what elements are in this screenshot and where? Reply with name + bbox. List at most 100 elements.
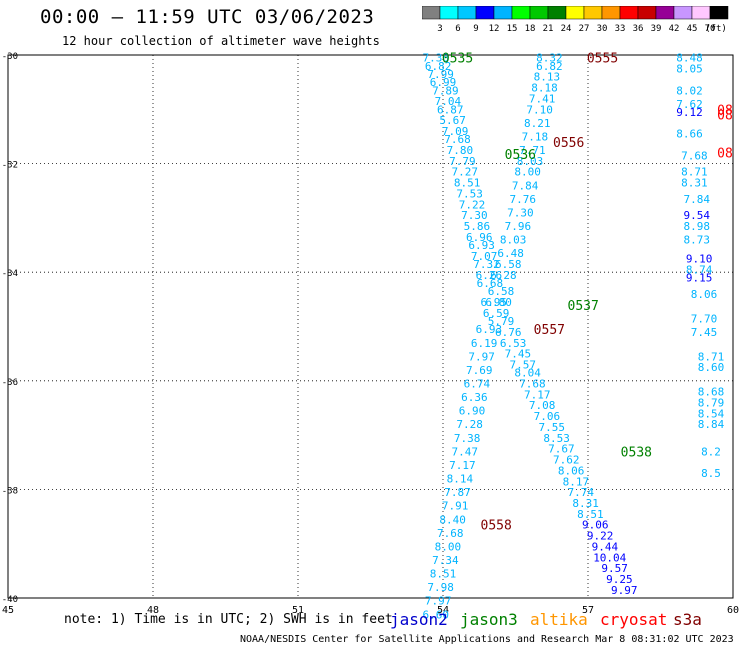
x-tick-label: 54 (437, 605, 449, 616)
swh-value: 8.00 (435, 540, 462, 553)
colorbar-level: 42 (669, 24, 680, 34)
swh-value: 7.98 (427, 581, 454, 594)
swh-value: 8.60 (698, 361, 725, 374)
pass-label: 08 (717, 103, 733, 118)
colorbar-swatch (709, 6, 729, 20)
swh-value: 7.68 (681, 149, 708, 162)
swh-value: 7.45 (505, 348, 532, 361)
swh-value: 8.02 (676, 84, 703, 97)
swh-value: 7.34 (432, 554, 459, 567)
pass-label: 0538 (621, 445, 652, 460)
colorbar: 3 6 9 12 15 18 21 24 27 30 33 36 39 42 45 70(ft) (422, 6, 729, 34)
swh-value: 7.41 (529, 92, 556, 105)
legend-jason3: jason3 (460, 610, 518, 629)
swh-value: 9.25 (606, 573, 633, 586)
swh-value: 8.68 (698, 386, 725, 399)
swh-value: 8.71 (681, 166, 708, 179)
swh-value: 8.98 (684, 220, 711, 233)
swh-value: 7.68 (444, 133, 471, 146)
colorbar-level: 6 (455, 24, 460, 34)
swh-value: 9.54 (684, 209, 711, 222)
swh-value: 6.28 (490, 269, 517, 282)
swh-value: 7.09 (442, 125, 469, 138)
colorbar-level: 45 (687, 24, 698, 34)
swh-value: 6.93 (468, 239, 495, 252)
pass-label: 0537 (568, 299, 599, 314)
swh-value: 7.27 (452, 166, 479, 179)
x-tick-label: 48 (147, 605, 159, 616)
colorbar-unit: (ft) (705, 24, 727, 34)
swh-value: 8.79 (698, 397, 725, 410)
swh-value: 6.58 (495, 258, 522, 271)
swh-value: 8.21 (524, 117, 551, 130)
swh-value: 8.66 (676, 128, 703, 141)
swh-value: 8.04 (514, 367, 541, 380)
swh-value: 6.95 (481, 296, 508, 309)
swh-value: 7.53 (456, 187, 483, 200)
swh-value: 7.91 (442, 500, 469, 513)
swh-value: 9.57 (601, 562, 628, 575)
swh-value: 7.84 (684, 193, 711, 206)
y-tick-label: -34 (2, 269, 18, 279)
swh-value: 6.90 (459, 405, 486, 418)
pass-label: 0557 (534, 323, 565, 338)
swh-value: 7.79 (449, 155, 476, 168)
swh-value: 8.31 (572, 497, 599, 510)
colorbar-level: 36 (633, 24, 644, 34)
swh-value: 7.97 (425, 595, 452, 608)
swh-value: 7.96 (505, 220, 532, 233)
x-tick-label: 51 (292, 605, 304, 616)
swh-value: 7.07 (471, 250, 498, 263)
swh-value: 7.67 (548, 443, 575, 456)
legend-altika: altika (530, 610, 588, 629)
swh-value: 7.69 (466, 364, 493, 377)
pass-label: 0535 (442, 52, 473, 67)
swh-value: 7.30 (461, 209, 488, 222)
legend-s3a: s3a (673, 610, 702, 629)
colorbar-level: 27 (579, 24, 590, 34)
swh-value: 8.74 (686, 263, 713, 276)
swh-value: 8.40 (439, 513, 466, 526)
swh-value: 5.67 (439, 114, 466, 127)
swh-value: 5.79 (488, 315, 515, 328)
swh-value: 6.82 (425, 60, 452, 73)
swh-value: 8.51 (430, 568, 457, 581)
y-tick-label: -32 (2, 161, 18, 171)
swh-value: 9.06 (582, 519, 609, 532)
swh-value: 7.38 (423, 52, 450, 65)
swh-value: 7.08 (529, 399, 556, 412)
swh-value: 8.32 (536, 52, 563, 65)
swh-value: 7.45 (691, 326, 718, 339)
swh-value: 7.10 (526, 103, 553, 116)
colorbar-level: 70 (705, 24, 716, 34)
swh-value: 7.32 (473, 258, 500, 271)
legend-cryosat: cryosat (600, 610, 668, 629)
colorbar-level: 30 (597, 24, 608, 34)
colorbar-level: 33 (615, 24, 626, 34)
swh-value: 7.47 (452, 445, 479, 458)
colorbar-level: 12 (489, 24, 500, 34)
swh-value: 9.15 (686, 272, 713, 285)
swh-value: 5.86 (464, 220, 491, 233)
swh-value: 6.76 (495, 326, 522, 339)
swh-value: 8.13 (534, 71, 561, 84)
footer-note: note: 1) Time is in UTC; 2) SWH is in fe… (64, 612, 393, 627)
swh-value: 8.03 (500, 234, 527, 247)
swh-value: 6.48 (497, 247, 524, 260)
swh-value: 8.18 (531, 82, 558, 95)
legend-jason2: jason2 (390, 610, 448, 629)
swh-value: 7.30 (507, 206, 534, 219)
pass-label: 08 (717, 109, 733, 124)
swh-value: 8.03 (517, 155, 544, 168)
y-tick-label: -36 (2, 378, 18, 388)
colorbar-level: 39 (651, 24, 662, 34)
colorbar-level: 24 (561, 24, 572, 34)
swh-value: 6.87 (437, 103, 464, 116)
swh-value: 7.68 (519, 378, 546, 391)
x-tick-label: 45 (2, 605, 14, 616)
swh-value: 9.97 (611, 584, 638, 597)
pass-label: 0536 (505, 148, 536, 163)
swh-value: 10.04 (593, 551, 626, 564)
y-tick-label: -30 (2, 52, 18, 62)
swh-value: 9.44 (592, 540, 619, 553)
